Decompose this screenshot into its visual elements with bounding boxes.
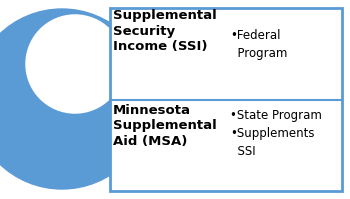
Text: Supplemental
Security
Income (SSI): Supplemental Security Income (SSI) (113, 9, 217, 53)
Text: •Federal
  Program: •Federal Program (230, 29, 287, 60)
Circle shape (27, 16, 123, 112)
Circle shape (0, 9, 152, 189)
Text: Minnesota
Supplemental
Aid (MSA): Minnesota Supplemental Aid (MSA) (113, 104, 217, 148)
Bar (110, 8, 342, 191)
Bar (110, 8, 342, 191)
Text: •State Program
•Supplements
  SSI: •State Program •Supplements SSI (230, 109, 322, 158)
